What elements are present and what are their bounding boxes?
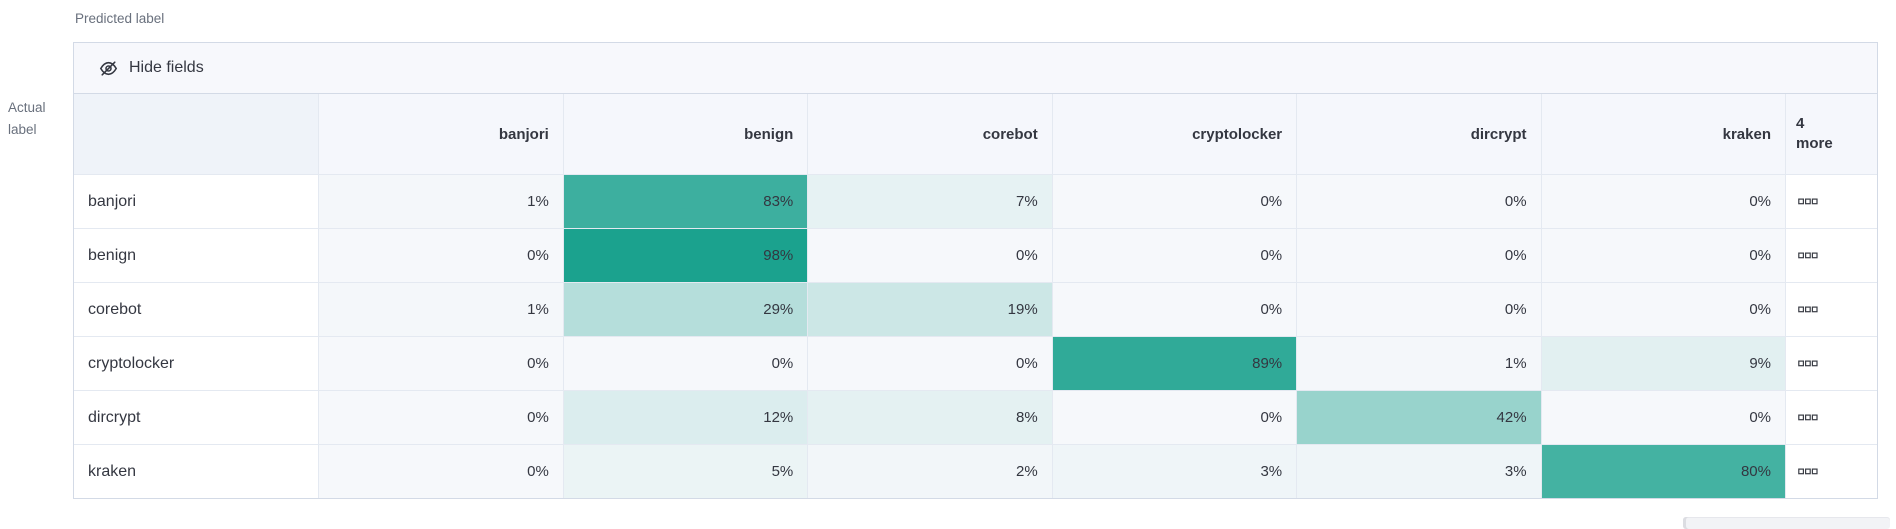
matrix-cell[interactable]: 0%	[1051, 282, 1297, 336]
more-actions-cell[interactable]	[1785, 174, 1877, 228]
matrix-cell[interactable]: 89%	[1051, 336, 1297, 390]
matrix-cell[interactable]: 29%	[562, 282, 808, 336]
row-label-kraken[interactable]: kraken	[74, 444, 319, 498]
hide-fields-button[interactable]: Hide fields	[74, 43, 1877, 94]
matrix-cell[interactable]: 2%	[807, 444, 1052, 498]
matrix-cell[interactable]: 0%	[1296, 282, 1541, 336]
matrix-cell[interactable]: 0%	[562, 336, 808, 390]
confusion-grid: banjori benign corebot cryptolocker dircrypt…	[74, 94, 1877, 498]
column-header-benign[interactable]: benign	[562, 94, 808, 174]
matrix-cell[interactable]: 9%	[1540, 336, 1785, 390]
matrix-cell[interactable]: 0%	[1296, 228, 1541, 282]
row-label-dircrypt[interactable]: dircrypt	[74, 390, 319, 444]
matrix-cell[interactable]: 1%	[318, 174, 563, 228]
matrix-cell[interactable]: 1%	[318, 282, 563, 336]
corner-header-cell	[74, 94, 319, 174]
matrix-cell[interactable]: 0%	[1051, 390, 1297, 444]
matrix-cell[interactable]: 0%	[1540, 282, 1785, 336]
matrix-cell[interactable]: 0%	[1540, 228, 1785, 282]
matrix-cell[interactable]: 0%	[318, 390, 563, 444]
matrix-cell[interactable]: 0%	[1296, 174, 1541, 228]
row-label-corebot[interactable]: corebot	[74, 282, 319, 336]
confusion-matrix-panel: Hide fields banjori benign corebot cryptolo…	[73, 42, 1878, 499]
boxes-horizontal-icon	[1798, 360, 1818, 367]
matrix-cell[interactable]: 7%	[807, 174, 1052, 228]
matrix-cell[interactable]: 0%	[1051, 174, 1297, 228]
matrix-cell[interactable]: 0%	[807, 336, 1052, 390]
horizontal-scrollbar[interactable]	[1683, 517, 1890, 529]
row-label-banjori[interactable]: banjori	[74, 174, 319, 228]
more-actions-cell[interactable]	[1785, 228, 1877, 282]
row-label-benign[interactable]: benign	[74, 228, 319, 282]
matrix-cell[interactable]: 8%	[807, 390, 1052, 444]
more-actions-cell[interactable]	[1785, 390, 1877, 444]
matrix-cell[interactable]: 0%	[1540, 174, 1785, 228]
matrix-cell[interactable]: 5%	[562, 444, 808, 498]
matrix-cell[interactable]: 1%	[1296, 336, 1541, 390]
more-columns-header[interactable]: 4 more	[1785, 94, 1877, 174]
column-header-banjori[interactable]: banjori	[318, 94, 563, 174]
row-label-cryptolocker[interactable]: cryptolocker	[74, 336, 319, 390]
hide-fields-label: Hide fields	[129, 59, 204, 76]
matrix-cell[interactable]: 98%	[562, 228, 808, 282]
matrix-cell[interactable]: 0%	[318, 336, 563, 390]
matrix-cell[interactable]: 3%	[1051, 444, 1297, 498]
more-actions-cell[interactable]	[1785, 336, 1877, 390]
matrix-cell[interactable]: 0%	[1540, 390, 1785, 444]
more-actions-cell[interactable]	[1785, 444, 1877, 498]
column-header-kraken[interactable]: kraken	[1540, 94, 1785, 174]
boxes-horizontal-icon	[1798, 252, 1818, 259]
matrix-cell[interactable]: 83%	[562, 174, 808, 228]
matrix-cell[interactable]: 0%	[318, 444, 563, 498]
matrix-cell[interactable]: 12%	[562, 390, 808, 444]
predicted-axis-label: Predicted label	[75, 11, 165, 26]
matrix-cell[interactable]: 80%	[1540, 444, 1785, 498]
more-actions-cell[interactable]	[1785, 282, 1877, 336]
boxes-horizontal-icon	[1798, 306, 1818, 313]
column-header-dircrypt[interactable]: dircrypt	[1296, 94, 1541, 174]
boxes-horizontal-icon	[1798, 198, 1818, 205]
matrix-cell[interactable]: 19%	[807, 282, 1052, 336]
matrix-cell[interactable]: 0%	[318, 228, 563, 282]
boxes-horizontal-icon	[1798, 468, 1818, 475]
column-header-cryptolocker[interactable]: cryptolocker	[1051, 94, 1297, 174]
matrix-cell[interactable]: 3%	[1296, 444, 1541, 498]
matrix-cell[interactable]: 0%	[807, 228, 1052, 282]
eye-closed-icon	[99, 59, 118, 78]
matrix-cell[interactable]: 0%	[1051, 228, 1297, 282]
matrix-cell[interactable]: 42%	[1296, 390, 1541, 444]
column-header-corebot[interactable]: corebot	[807, 94, 1052, 174]
boxes-horizontal-icon	[1798, 414, 1818, 421]
actual-axis-label: Actual label	[8, 100, 46, 137]
